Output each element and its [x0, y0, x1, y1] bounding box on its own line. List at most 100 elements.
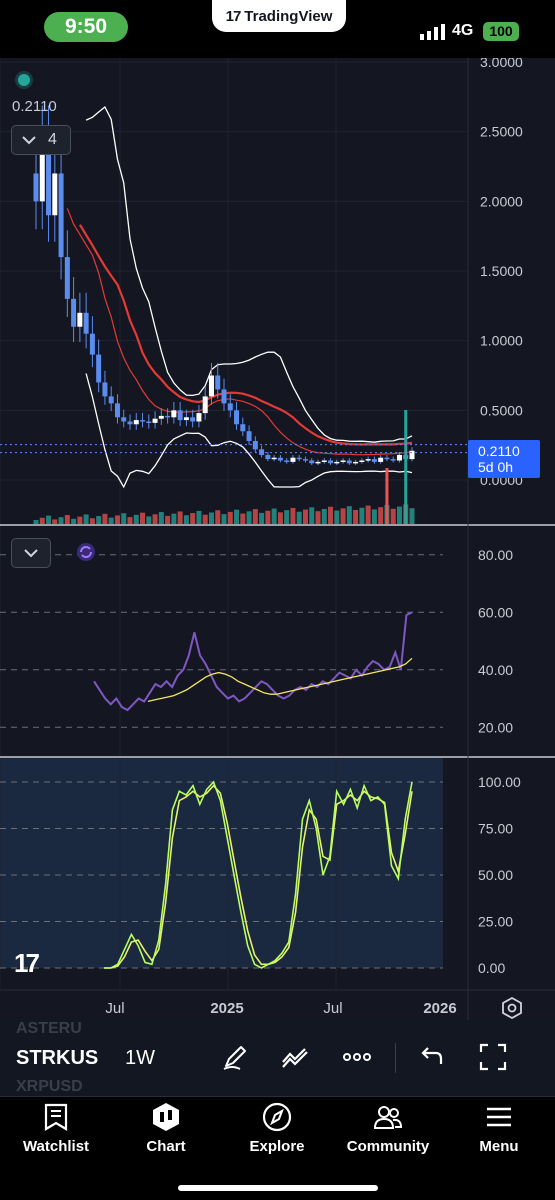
volume-bar — [89, 518, 95, 524]
volume-bar — [265, 510, 271, 524]
stoch-axis-tick-label: 75.00 — [478, 821, 513, 837]
candle-body — [177, 410, 183, 421]
ghost-symbol-bottom: XRPUSD — [16, 1078, 83, 1095]
price-axis-tick-label: 3.0000 — [480, 58, 523, 70]
candle-body — [396, 454, 402, 461]
time-axis-tick-label: 2025 — [210, 1000, 243, 1017]
volume-bar — [334, 510, 340, 524]
volume-bar — [346, 506, 352, 524]
network-type: 4G — [452, 22, 474, 39]
candle-body — [165, 415, 171, 418]
nav-community[interactable]: Community — [333, 1102, 443, 1162]
candle-body — [171, 410, 177, 418]
volume-bar — [121, 513, 127, 524]
volume-bar — [277, 512, 283, 524]
volume-bar — [158, 512, 164, 524]
volume-bar — [146, 516, 152, 524]
volume-bar — [215, 510, 221, 524]
candle-body — [302, 459, 308, 461]
stoch-axis-tick-label: 25.00 — [478, 914, 513, 930]
candle-body — [121, 417, 127, 422]
candle-body — [390, 459, 396, 461]
undo-icon[interactable] — [416, 1042, 446, 1072]
candle-body — [359, 460, 365, 462]
stoch-axis-tick-label: 0.00 — [478, 960, 505, 976]
ghost-symbol-top: ASTERU — [16, 1020, 82, 1037]
rsi-axis-tick-label: 20.00 — [478, 719, 513, 735]
candle-body — [133, 420, 139, 425]
volume-bar — [309, 507, 315, 524]
chart-canvas[interactable]: 3.0000 2.5000 2.0000 1.5000 1.0000 0.5000 0.00… — [0, 58, 555, 1020]
draw-icon[interactable] — [220, 1042, 250, 1072]
nav-menu[interactable]: Menu — [444, 1102, 554, 1162]
candle-body — [89, 333, 95, 355]
battery-indicator: 100 — [483, 22, 519, 41]
candle-body — [384, 457, 390, 460]
candle-body — [334, 461, 340, 464]
rsi-axis-tick-label: 60.00 — [478, 604, 513, 620]
candle-body — [46, 145, 52, 216]
volume-bar — [171, 513, 177, 524]
moving-average-fast — [66, 208, 413, 456]
volume-bar — [302, 509, 308, 524]
indicators-icon[interactable] — [280, 1042, 310, 1072]
candle-body — [64, 257, 70, 299]
candle-body — [227, 403, 233, 411]
chart-area[interactable]: 3.0000 2.5000 2.0000 1.5000 1.0000 0.5000 0.00… — [0, 58, 555, 1020]
price-tag-countdown: 5d 0h — [478, 459, 514, 475]
price-tag-value: 0.2110 — [478, 443, 520, 459]
volume-bar — [271, 508, 277, 524]
fullscreen-icon[interactable] — [478, 1042, 508, 1072]
volume-bar — [196, 510, 202, 524]
volume-bar — [102, 513, 108, 524]
candle-body — [58, 173, 64, 258]
nav-explore[interactable]: Explore — [222, 1102, 332, 1162]
volume-bar — [328, 506, 334, 524]
legend-collapse-button[interactable]: 4 — [11, 125, 71, 155]
volume-bar — [71, 518, 77, 524]
candle-body — [234, 410, 240, 425]
symbol-selector[interactable]: STRKUS — [16, 1047, 99, 1069]
nav-label-chart: Chart — [146, 1138, 186, 1155]
more-icon[interactable] — [342, 1042, 372, 1072]
volume-bar — [177, 511, 183, 524]
settings-hexagon-icon[interactable] — [500, 996, 524, 1020]
price-axis-tick-label: 1.0000 — [480, 333, 523, 349]
nav-label-watchlist: Watchlist — [22, 1138, 90, 1155]
time-axis-tick-label: 2026 — [423, 1000, 456, 1017]
watchlist-icon — [44, 1103, 68, 1131]
rsi-moving-average-line — [147, 657, 413, 703]
volume-bar — [64, 515, 70, 524]
candle-body — [346, 460, 352, 464]
price-axis-tick-label: 2.0000 — [480, 193, 523, 209]
dynamic-island-tradingview[interactable]: 17 TradingView — [212, 0, 346, 32]
candle-body — [33, 173, 39, 202]
interval-selector[interactable]: 1W — [125, 1047, 155, 1069]
volume-bar — [409, 508, 415, 524]
market-status-dot — [18, 74, 30, 86]
volume-bar — [259, 512, 265, 524]
volume-bar — [127, 517, 133, 524]
candle-body — [71, 298, 77, 327]
volume-bar — [190, 513, 196, 524]
volume-bar — [83, 514, 89, 524]
stoch-axis-tick-label: 50.00 — [478, 867, 513, 883]
volume-bar — [152, 514, 158, 524]
candle-body — [365, 459, 371, 461]
candle-body — [114, 403, 120, 418]
candle-body — [277, 457, 283, 461]
volume-bar — [96, 516, 102, 524]
candle-body — [152, 418, 158, 423]
candle-body — [340, 460, 346, 462]
sync-icon[interactable] — [76, 542, 96, 562]
candle-body — [284, 460, 290, 462]
nav-watchlist[interactable]: Watchlist — [1, 1102, 111, 1162]
volume-bar — [33, 520, 39, 524]
nav-chart[interactable]: Chart — [111, 1102, 221, 1162]
nav-label-explore: Explore — [249, 1138, 305, 1155]
volume-bar — [140, 512, 146, 524]
rsi-collapse-button[interactable] — [11, 538, 51, 568]
volume-bar — [114, 515, 120, 524]
volume-bar — [208, 512, 214, 524]
candle-body — [140, 420, 146, 422]
